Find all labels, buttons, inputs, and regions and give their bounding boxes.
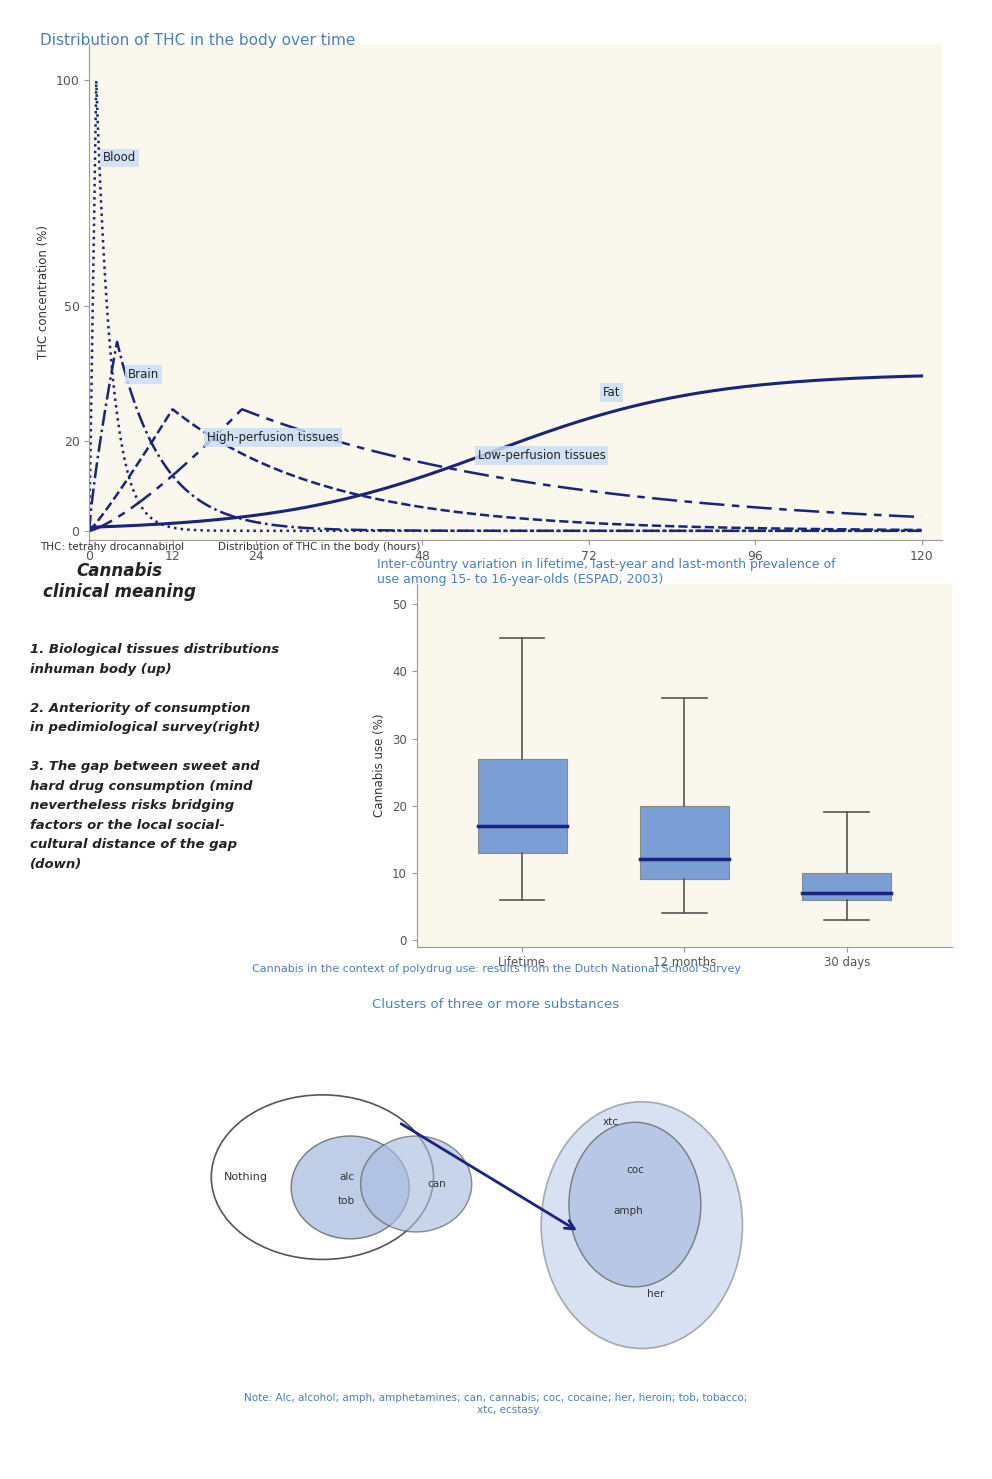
Text: Cannabis in the context of polydrug use: results from the Dutch National School : Cannabis in the context of polydrug use:… — [252, 964, 740, 975]
Text: Cannabis
clinical meaning: Cannabis clinical meaning — [43, 562, 195, 600]
Ellipse shape — [569, 1123, 700, 1287]
Text: amph: amph — [613, 1207, 643, 1216]
Text: tob: tob — [338, 1197, 355, 1207]
Ellipse shape — [291, 1136, 409, 1239]
Text: alc: alc — [339, 1173, 354, 1182]
Bar — [477, 759, 566, 852]
Text: Brain: Brain — [127, 368, 159, 380]
Text: Distribution of THC in the body over time: Distribution of THC in the body over tim… — [40, 33, 355, 47]
Text: Note: Alc, alcohol; amph, amphetamines; can, cannabis; coc, cocaine; her, heroin: Note: Alc, alcohol; amph, amphetamines; … — [244, 1393, 748, 1415]
Text: THC: tetrahy drocannabinol: THC: tetrahy drocannabinol — [40, 543, 184, 552]
Ellipse shape — [542, 1102, 742, 1349]
Text: Blood: Blood — [103, 151, 137, 164]
Text: can: can — [428, 1179, 446, 1189]
Bar — [640, 806, 729, 880]
Text: 1. Biological tissues distributions
inhuman body (up)

2. Anteriority of consump: 1. Biological tissues distributions inhu… — [30, 643, 279, 871]
Text: her: her — [647, 1288, 665, 1299]
Text: Inter-country variation in lifetime, last-year and last-month prevalence of
use : Inter-country variation in lifetime, las… — [377, 558, 835, 586]
Text: Low-perfusion tissues: Low-perfusion tissues — [478, 448, 605, 461]
Text: Nothing: Nothing — [224, 1173, 268, 1182]
Text: High-perfusion tissues: High-perfusion tissues — [207, 430, 339, 444]
Text: Distribution of THC in the body (hours): Distribution of THC in the body (hours) — [218, 543, 421, 552]
Bar — [803, 873, 892, 899]
Ellipse shape — [361, 1136, 472, 1232]
Text: Clusters of three or more substances: Clusters of three or more substances — [372, 998, 620, 1012]
Y-axis label: THC concentration (%): THC concentration (%) — [37, 225, 51, 359]
Text: coc: coc — [626, 1165, 644, 1176]
Text: Fat: Fat — [602, 386, 620, 399]
Y-axis label: Cannabis use (%): Cannabis use (%) — [373, 714, 387, 816]
Text: xtc: xtc — [602, 1117, 619, 1127]
